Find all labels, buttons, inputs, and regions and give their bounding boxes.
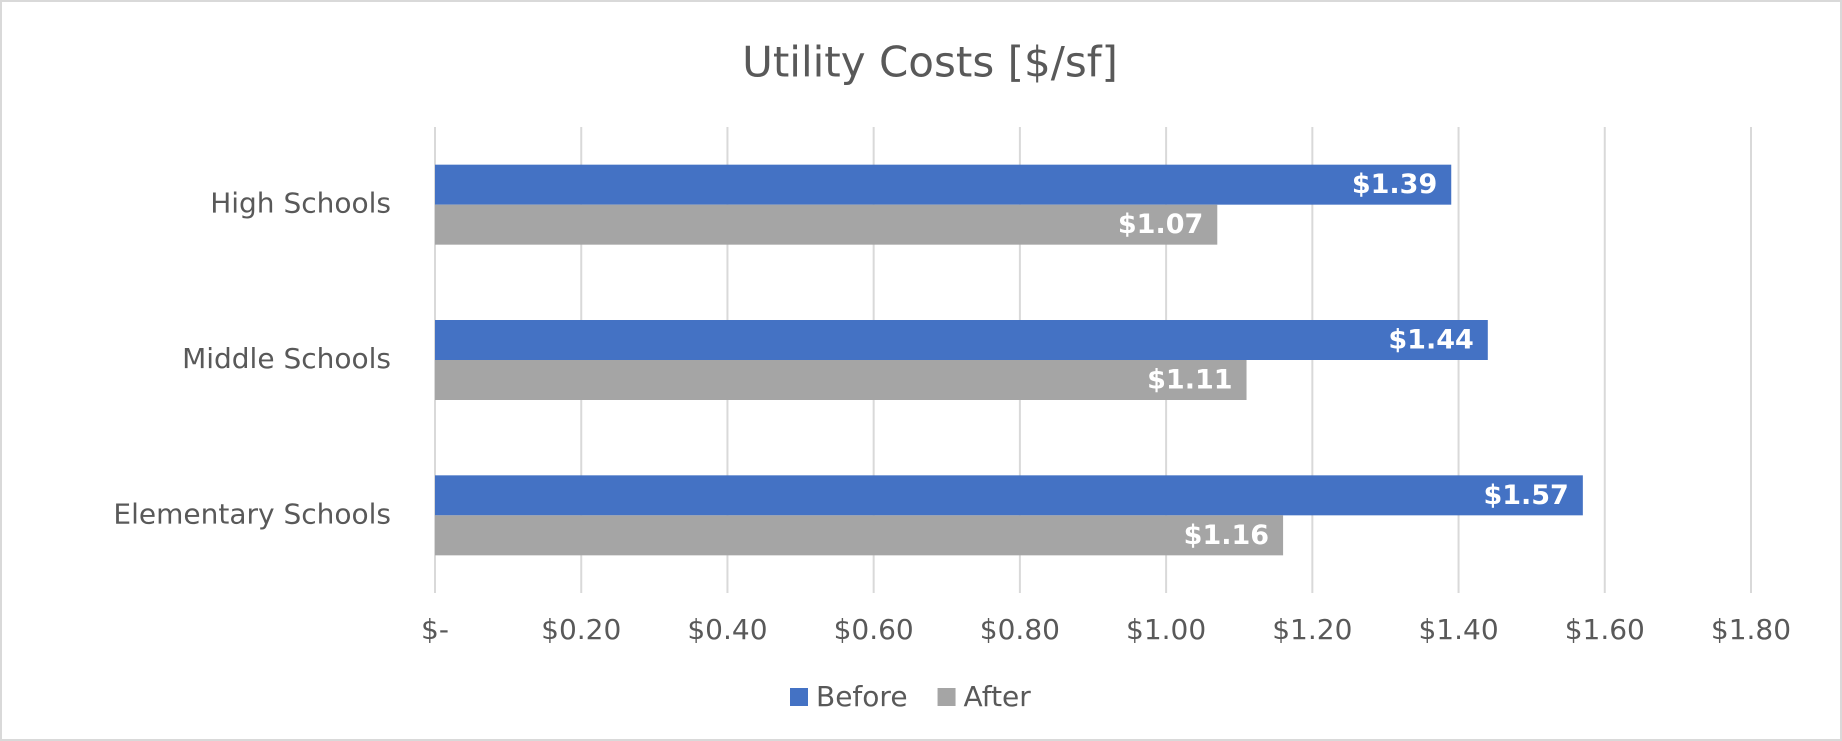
legend-swatch — [790, 688, 808, 706]
bar — [435, 164, 1452, 205]
x-tick-label: $0.80 — [980, 613, 1060, 646]
x-tick-label: $1.00 — [1126, 613, 1206, 646]
value-label: $1.16 — [1184, 520, 1269, 551]
value-label: $1.57 — [1483, 480, 1568, 511]
value-label: $1.39 — [1352, 169, 1437, 200]
value-label: $1.07 — [1118, 209, 1203, 240]
chart-title: Utility Costs [$/sf] — [742, 38, 1118, 87]
bar — [435, 475, 1583, 516]
x-tick-label: $1.40 — [1418, 613, 1498, 646]
y-tick-label: High Schools — [210, 187, 391, 220]
legend-swatch — [937, 688, 956, 706]
y-tick-label: Middle Schools — [182, 342, 391, 375]
x-tick-label: $0.60 — [834, 613, 914, 646]
value-label: $1.11 — [1147, 365, 1232, 396]
legend-label: Before — [816, 680, 908, 713]
bar — [435, 515, 1284, 556]
x-tick-label: $1.80 — [1711, 613, 1791, 646]
legend-label: After — [964, 680, 1032, 713]
bar — [435, 320, 1488, 360]
x-tick-label: $- — [421, 613, 449, 646]
x-tick-label: $1.20 — [1272, 613, 1352, 646]
bar — [435, 204, 1218, 245]
x-tick-label: $1.60 — [1565, 613, 1645, 646]
y-tick-label: Elementary Schools — [113, 497, 391, 530]
value-label: $1.44 — [1388, 325, 1473, 356]
x-tick-label: $0.20 — [541, 613, 621, 646]
bar — [435, 360, 1247, 400]
x-tick-label: $0.40 — [687, 613, 767, 646]
